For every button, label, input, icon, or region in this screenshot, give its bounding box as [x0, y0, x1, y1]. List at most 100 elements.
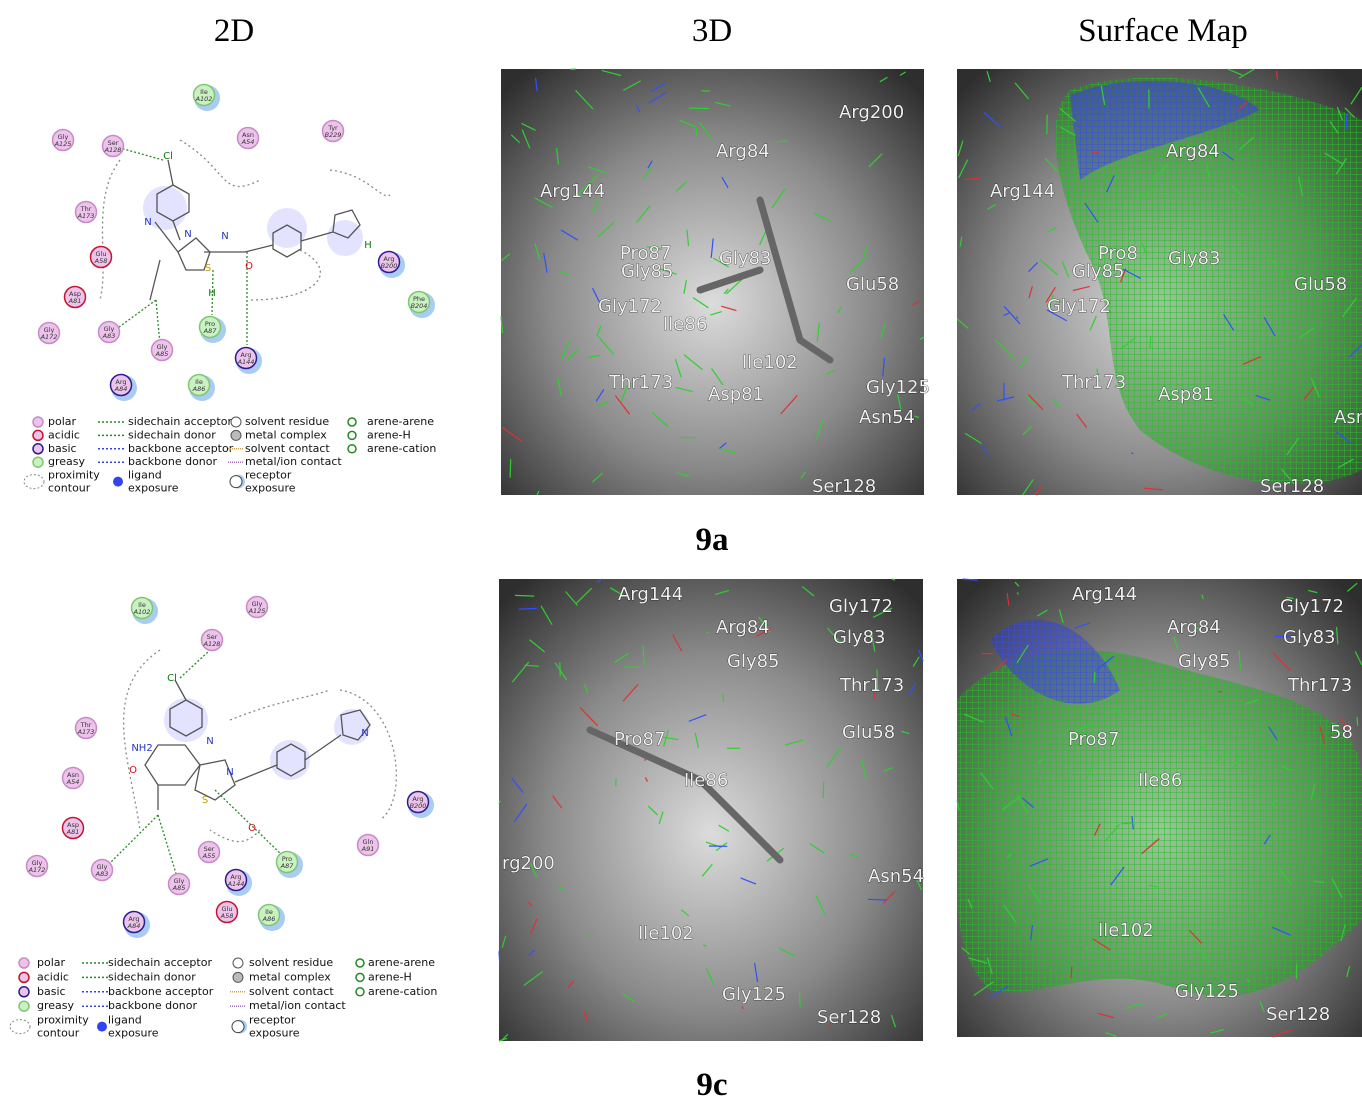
legend-swatch	[33, 430, 43, 440]
residue-chain: A144	[227, 880, 245, 888]
legend-label: solvent residue	[245, 415, 329, 428]
residue-3d-label: Ser128	[817, 1007, 881, 1028]
column-header: 2D	[214, 13, 254, 49]
residue-3d-label: Gly125	[722, 984, 786, 1005]
residue-3d-label: Arg200	[839, 102, 904, 123]
legend-swatch	[348, 431, 356, 439]
compound-label: 9c	[696, 1067, 727, 1101]
atom-label: S	[205, 263, 211, 274]
legend-swatch	[348, 445, 356, 453]
legend-swatch	[10, 1020, 30, 1034]
residue-3d-label: Gly83	[719, 248, 772, 269]
legend-label: greasy	[48, 455, 86, 468]
residue-chain: A128	[203, 640, 221, 648]
surface-label: Gly125	[1175, 981, 1239, 1002]
residue-chain: B204	[411, 302, 428, 310]
legend-swatch	[97, 1022, 107, 1032]
legend-label: basic	[48, 442, 77, 455]
surface-label: Ile102	[1098, 920, 1154, 941]
atom-label: O	[245, 261, 253, 272]
residue-chain: A54	[241, 138, 255, 146]
stick	[696, 128, 697, 136]
residue-3d-label: Arg144	[618, 584, 683, 605]
atom-label: H	[364, 240, 372, 251]
residue-chain: A173	[77, 728, 95, 736]
residue-3d-label: rg200	[502, 853, 555, 874]
surface-label: Arg84	[1167, 617, 1221, 638]
legend-label: sidechain donor	[128, 428, 216, 441]
residue-chain: A58	[220, 912, 234, 920]
stick	[1131, 453, 1133, 454]
legend-swatch	[230, 476, 242, 488]
residue-chain: A84	[114, 385, 128, 393]
surface-label: Gly172	[1280, 596, 1344, 617]
residue-3d-label: Asp81	[708, 384, 764, 405]
residue-chain: A172	[40, 333, 58, 341]
residue-chain: B200	[381, 262, 398, 270]
stick	[510, 459, 511, 478]
residue-chain: A144	[237, 358, 255, 366]
residue-chain: A102	[195, 95, 213, 103]
ligand-sketch	[100, 140, 390, 345]
legend-label: arene-arene	[367, 415, 434, 428]
residue-3d-label: Arg144	[540, 181, 605, 202]
surface-label: Ser128	[1260, 476, 1324, 497]
residue-3d-label: Asn54	[859, 407, 915, 428]
atom-label: Cl	[163, 151, 173, 162]
surface-label: Arg84	[1166, 141, 1220, 162]
surface-label: Gly85	[1178, 651, 1231, 672]
residue-chain: A81	[68, 297, 82, 305]
residue-3d-label: Gly172	[829, 596, 893, 617]
legend-label: exposure	[108, 1027, 159, 1040]
stick	[1125, 957, 1133, 958]
residue-3d-label: Gly85	[621, 261, 674, 282]
residue-chain: A83	[102, 332, 116, 340]
residue-3d-label: Ser128	[812, 476, 876, 497]
residue-chain: A172	[28, 866, 46, 874]
surface-label: Thr173	[1287, 675, 1352, 696]
atom-label: N	[206, 736, 213, 747]
residue-3d-label: Thr173	[608, 372, 673, 393]
surface-label: Asn54	[1334, 407, 1362, 428]
legend-label: solvent contact	[245, 442, 330, 455]
stick	[1346, 114, 1347, 130]
atom-label: O	[129, 765, 137, 776]
legend-swatch	[356, 959, 364, 967]
legend-label: metal/ion contact	[249, 999, 346, 1012]
residue-3d-label: Gly85	[727, 651, 780, 672]
column-header: 3D	[692, 13, 732, 49]
surface-label: Ser128	[1266, 1004, 1330, 1025]
residue-3d-label: Ile102	[742, 352, 798, 373]
legend-label: arene-cation	[368, 985, 437, 998]
stick	[706, 632, 708, 633]
stick	[515, 595, 534, 596]
legend-swatch	[19, 1001, 29, 1011]
atom-label: S	[202, 795, 208, 806]
atom-label: N	[221, 231, 228, 242]
figure: 2D 3D Surface Map 9a 9c IleA102GlyA125Se…	[0, 0, 1362, 1101]
legend-label: sidechain donor	[108, 970, 196, 983]
legend-swatch	[33, 417, 43, 427]
legend-label: sidechain acceptor	[128, 415, 232, 428]
residue-chain: A85	[172, 884, 186, 892]
stick	[868, 899, 887, 900]
atom-label: N	[226, 767, 233, 778]
residue-chain: A173	[77, 212, 95, 220]
residue-chain: A58	[94, 257, 108, 265]
legend-label: proximity	[37, 1014, 89, 1027]
legend-swatch	[113, 477, 123, 487]
legend-label: exposure	[245, 482, 296, 495]
legend-label: receptor	[249, 1014, 296, 1027]
residue-3d-label: Arg84	[716, 617, 770, 638]
legend-swatch	[24, 475, 44, 489]
residue-3d-label: Gly83	[833, 627, 886, 648]
legend-label: ligand	[108, 1014, 142, 1027]
residue-chain: A128	[104, 146, 122, 154]
atom-label: H	[208, 288, 216, 299]
stick	[1071, 967, 1072, 979]
legend-label: polar	[37, 956, 66, 969]
legend-label: solvent contact	[249, 985, 334, 998]
legend-swatch	[19, 958, 29, 968]
atom-label: N	[144, 217, 151, 228]
residue-3d-label: Ile86	[684, 770, 728, 791]
